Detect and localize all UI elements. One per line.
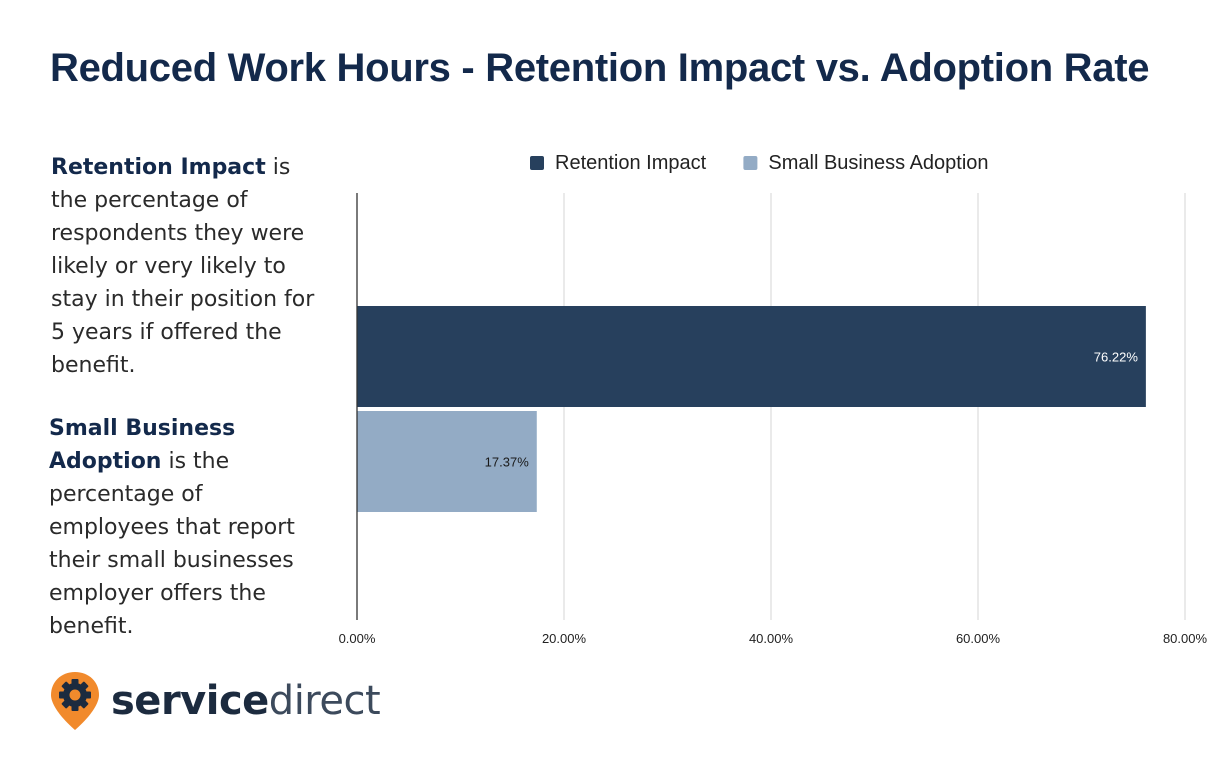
chart-area: 0.00% 20.00% 40.00% 60.00% 80.00% 76.22% 17.37… [339, 152, 1208, 646]
x-tick-label: 40.00% [749, 631, 794, 646]
adoption-definition: is the percentage of employees that repo… [49, 449, 295, 639]
retention-term: Retention Impact [51, 155, 266, 180]
logo-word-service: service [111, 678, 269, 724]
logo-word-direct: direct [268, 678, 381, 724]
retention-definition: is the percentage of respondents they we… [51, 155, 315, 378]
x-tick-label: 60.00% [956, 631, 1001, 646]
servicedirect-logo: servicedirect [49, 670, 381, 732]
legend-label: Retention Impact [555, 152, 707, 174]
adoption-term: Small Business Adoption [49, 416, 236, 474]
x-tick-label: 0.00% [339, 631, 376, 646]
bar [357, 411, 537, 512]
data-label: 76.22% [1094, 350, 1139, 365]
legend-swatch [530, 156, 544, 170]
chart-title: Reduced Work Hours - Retention Impact vs… [50, 46, 1150, 90]
x-tick-label: 20.00% [542, 631, 587, 646]
gear-pin-icon [51, 672, 99, 730]
x-tick-label: 80.00% [1163, 631, 1208, 646]
adoption-description: Small Business Adoption is the percentag… [49, 412, 324, 643]
retention-description: Retention Impact is the percentage of re… [51, 151, 326, 382]
legend-label: Small Business Adoption [768, 152, 988, 174]
data-label: 17.37% [485, 455, 530, 470]
bar-chart: 0.00% 20.00% 40.00% 60.00% 80.00% 76.22% 17.37… [339, 152, 1208, 646]
legend-swatch [743, 156, 758, 170]
logo-wordmark: servicedirect [111, 678, 381, 724]
bar [357, 306, 1146, 407]
